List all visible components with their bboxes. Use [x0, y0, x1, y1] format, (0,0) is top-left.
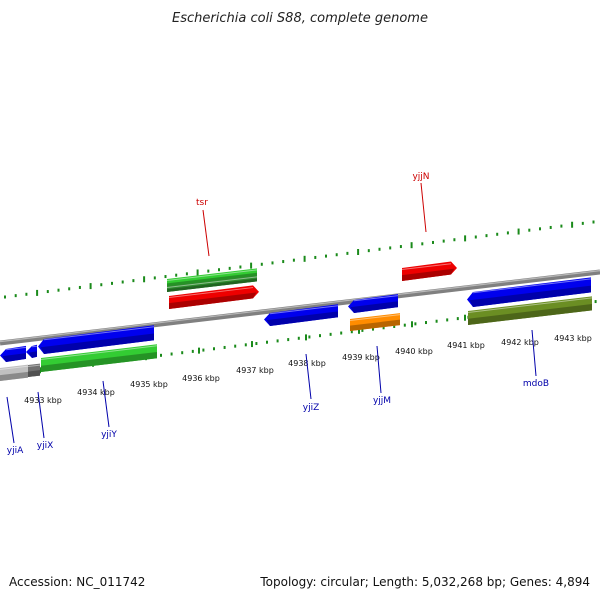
label-line-yjjM [376, 345, 382, 394]
gene-yjiZ [264, 304, 339, 326]
scale-label: 4934 kbp [77, 388, 115, 397]
label-line-tsr [202, 209, 210, 257]
scale-label: 4935 kbp [130, 380, 168, 389]
scale-label: 4933 kbp [24, 396, 62, 405]
scale-label: 4936 kbp [182, 374, 220, 383]
gene-yjiA-left [0, 345, 27, 362]
gene-label-yjiZ: yjiZ [303, 403, 320, 413]
gene-label-yjiX: yjiX [37, 441, 54, 451]
gene-mdoB-blue [467, 277, 592, 307]
gene-yjjN [401, 261, 457, 281]
label-line-yjiY [102, 380, 110, 428]
gene-label-mdoB: mdoB [523, 379, 549, 389]
genome-summary-text: Topology: circular; Length: 5,032,268 bp… [259, 575, 590, 589]
label-line-mdoB [531, 329, 537, 377]
scale-label: 4943 kbp [554, 334, 592, 343]
gene-label-yjjM: yjjM [373, 396, 391, 406]
label-line-yjjN [420, 182, 427, 233]
gene-label-tsr: tsr [196, 198, 208, 208]
genome-backbone-highlight [0, 270, 600, 343]
accession-text: Accession: NC_011742 [9, 575, 145, 589]
label-line-yjiX [37, 391, 45, 439]
gene-yjiA-gray [0, 364, 29, 381]
gene-label-yjiA: yjiA [7, 446, 24, 456]
scale-label: 4942 kbp [501, 338, 539, 347]
label-line-yjiZ [305, 353, 312, 400]
gene-yjjM-blue [348, 294, 399, 313]
gene-features [0, 261, 593, 381]
gene-yjiY-blue [38, 325, 155, 354]
gene-yjiY [40, 344, 158, 372]
scale-label: 4941 kbp [447, 341, 485, 350]
upper-tick-row [4, 220, 595, 299]
genome-backbone [0, 269, 600, 346]
gene-label-yjiY: yjiY [101, 430, 117, 440]
lower-tick-row: 4933 kbp 4934 kbp 4935 kbp 4936 kbp 4937 kbp… [1, 300, 597, 405]
gene-tsr-green-bar-lower [166, 275, 258, 292]
gene-label-yjjN: yjjN [412, 172, 429, 182]
gene-yjiX-gray [27, 363, 41, 377]
label-line-yjiA [6, 396, 15, 444]
gene-tsr [168, 285, 259, 309]
map-title: Escherichia coli S88, complete genome [172, 11, 428, 26]
gene-mdoB [467, 296, 593, 325]
gene-label-lines [6, 182, 537, 444]
scale-label: 4939 kbp [342, 353, 380, 362]
gene-yjiX [26, 344, 38, 358]
gene-yjjM [349, 313, 401, 331]
scale-label: 4937 kbp [236, 366, 274, 375]
scale-label: 4940 kbp [395, 347, 433, 356]
